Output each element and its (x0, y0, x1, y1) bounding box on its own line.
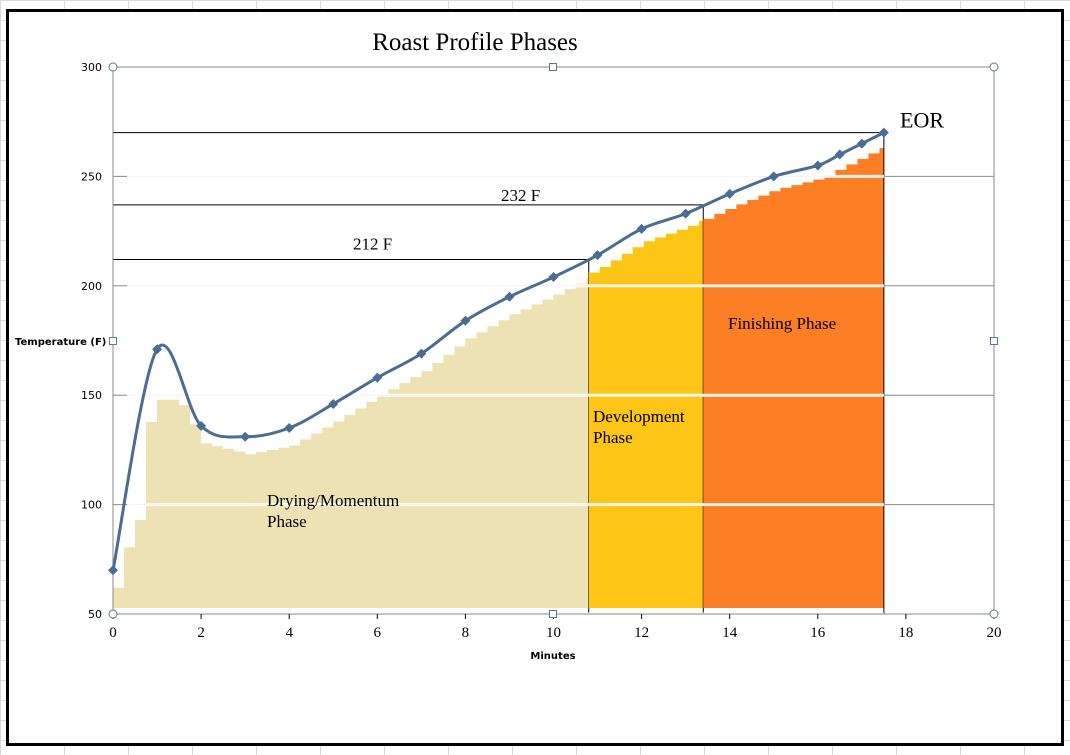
data-point (812, 160, 823, 171)
y-tick-label: 50 (88, 608, 102, 621)
data-point (196, 420, 207, 431)
data-point (240, 431, 251, 442)
data-point (724, 188, 735, 199)
phase-areas (113, 132, 885, 614)
data-point (856, 138, 867, 149)
x-tick-label: 6 (374, 625, 382, 641)
phase-area (703, 147, 884, 608)
resize-handle (990, 337, 998, 345)
data-point (416, 348, 427, 359)
y-tick-label: 200 (81, 280, 102, 293)
resize-handle (549, 63, 557, 71)
data-point (636, 223, 647, 234)
reference-label: 212 F (353, 235, 392, 254)
selection-handles (108, 62, 999, 619)
y-tick-label: 250 (81, 170, 102, 183)
labels: Drying/Momentum Phase Development Phase Fini… (267, 108, 944, 531)
phase-label: Finishing Phase (728, 314, 836, 333)
y-tick-label: 150 (81, 389, 102, 402)
data-point (548, 272, 559, 283)
phase-label: Phase (267, 512, 307, 531)
resize-handle (989, 609, 999, 619)
data-point (108, 565, 118, 576)
x-tick-label: 8 (462, 625, 470, 641)
chart-title: Roast Profile Phases (372, 29, 578, 56)
resize-handle (989, 62, 999, 72)
x-tick-label: 2 (197, 625, 205, 641)
data-point (152, 344, 163, 355)
x-axis-label: Minutes (530, 651, 575, 662)
x-tick-label: 0 (109, 625, 117, 641)
phase-area (113, 278, 589, 608)
x-tick-label: 10 (546, 625, 561, 641)
data-point (592, 250, 603, 261)
reference-label: 232 F (501, 186, 540, 205)
x-tick-label: 4 (285, 625, 293, 641)
reference-lines (113, 132, 884, 261)
phase-label: Phase (593, 428, 633, 447)
data-point (372, 372, 383, 383)
resize-handle (109, 337, 117, 345)
resize-handle (108, 62, 118, 72)
y-tick-label: 300 (81, 61, 102, 74)
reference-label: EOR (900, 108, 944, 133)
resize-handle (108, 609, 118, 619)
phase-area (588, 220, 704, 608)
x-tick-label: 20 (987, 625, 1002, 641)
x-tick-label: 18 (898, 625, 913, 641)
temperature-series (108, 127, 889, 576)
data-point (328, 398, 339, 409)
data-point (460, 315, 471, 326)
data-point (878, 127, 889, 138)
y-axis-label: Temperature (F) (15, 337, 106, 348)
data-point (680, 208, 691, 219)
y-tick-label: 100 (81, 499, 102, 512)
resize-handle (549, 610, 557, 618)
x-tick-label: 12 (634, 625, 649, 641)
data-point (834, 149, 845, 160)
phase-label: Development (593, 407, 685, 426)
x-tick-label: 16 (810, 625, 826, 641)
data-point (284, 423, 295, 434)
phase-label: Drying/Momentum (267, 491, 399, 510)
data-point (504, 291, 515, 302)
data-point (768, 171, 779, 182)
x-tick-label: 14 (722, 625, 738, 641)
